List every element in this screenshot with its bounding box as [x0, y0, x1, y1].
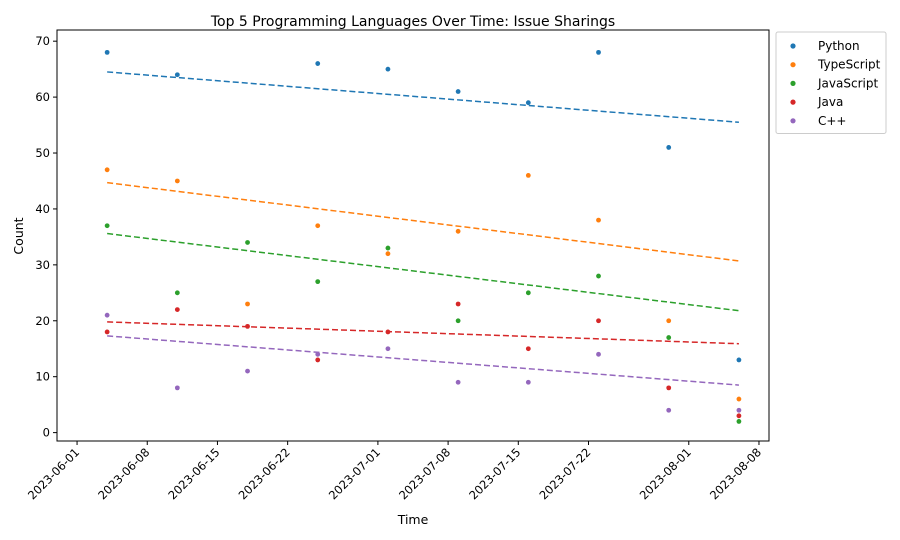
data-point-typescript: [666, 318, 672, 324]
data-point-cpp: [736, 407, 742, 413]
data-point-java: [736, 413, 742, 419]
data-point-java: [666, 385, 672, 391]
legend-marker-python: [790, 43, 796, 49]
y-tick-label: 60: [35, 90, 50, 104]
data-point-python: [596, 49, 601, 55]
chart-title: Top 5 Programming Languages Over Time: I…: [210, 14, 615, 30]
x-tick-label: 2023-06-15: [165, 445, 222, 502]
y-tick-label: 50: [35, 146, 50, 160]
data-point-typescript: [525, 172, 531, 178]
x-tick-label: 2023-07-08: [396, 445, 453, 502]
legend-label-typescript: TypeScript: [817, 58, 881, 72]
x-axis-label: Time: [397, 512, 429, 527]
legend-marker-cpp: [790, 118, 796, 124]
data-point-typescript: [174, 178, 180, 184]
data-point-cpp: [104, 312, 110, 318]
data-point-cpp: [525, 379, 531, 385]
x-tick-label: 2023-07-01: [326, 445, 383, 502]
y-tick-label: 70: [35, 34, 50, 48]
data-point-python: [455, 89, 461, 94]
data-point-typescript: [245, 301, 250, 307]
data-point-javascript: [666, 335, 672, 340]
legend-marker-java: [790, 99, 796, 105]
trend-line-typescript: [107, 181, 740, 262]
data-point-cpp: [666, 407, 672, 413]
data-point-typescript: [596, 217, 601, 223]
trend-line-java: [107, 321, 739, 345]
data-point-typescript: [736, 396, 742, 402]
data-point-cpp: [455, 379, 461, 385]
trend-line-python: [107, 71, 739, 124]
data-point-python: [315, 61, 321, 66]
legend-label-cpp: C++: [818, 114, 847, 128]
y-tick-label: 10: [35, 370, 50, 384]
x-tick-label: 2023-08-08: [707, 445, 764, 502]
legend-box: [775, 31, 887, 134]
x-tick-label: 2023-06-01: [25, 445, 82, 502]
x-tick-label: 2023-06-08: [95, 445, 152, 502]
data-point-cpp: [174, 385, 180, 391]
data-point-typescript: [385, 251, 391, 257]
trend-line-cpp: [107, 335, 739, 386]
data-point-java: [596, 318, 601, 324]
data-point-java: [455, 301, 461, 307]
x-tick-label: 2023-07-22: [536, 445, 593, 502]
data-point-typescript: [455, 228, 461, 234]
plot-frame: [56, 29, 770, 442]
data-point-java: [174, 307, 180, 312]
data-point-python: [736, 357, 742, 363]
data-point-javascript: [455, 318, 461, 324]
legend-label-java: Java: [817, 95, 843, 109]
data-point-java: [245, 323, 250, 329]
data-point-javascript: [174, 290, 180, 296]
data-point-cpp: [315, 351, 321, 357]
x-tick-label: 2023-07-15: [466, 445, 523, 502]
y-tick-label: 20: [35, 314, 50, 328]
trend-line-javascript: [107, 232, 740, 312]
legend-marker-typescript: [790, 62, 796, 68]
data-point-typescript: [315, 223, 321, 229]
legend-label-javascript: JavaScript: [817, 76, 878, 90]
x-tick-label: 2023-06-22: [236, 445, 293, 502]
legend-marker-javascript: [790, 80, 796, 86]
data-point-python: [385, 66, 391, 72]
legend: Python TypeScript JavaScript Java C++: [775, 31, 887, 134]
y-tick-label: 30: [35, 258, 50, 272]
data-point-typescript: [104, 167, 110, 173]
data-point-python: [525, 100, 531, 106]
data-point-javascript: [385, 245, 391, 251]
data-point-python: [104, 49, 110, 55]
data-point-python: [174, 72, 180, 78]
data-point-python: [666, 145, 672, 150]
data-point-javascript: [525, 290, 531, 296]
legend-label-python: Python: [818, 39, 860, 53]
y-tick-label: 40: [35, 202, 50, 216]
data-point-java: [315, 357, 321, 363]
y-tick-label: 0: [43, 426, 50, 440]
data-point-javascript: [104, 223, 110, 229]
data-point-java: [525, 346, 531, 352]
data-point-javascript: [245, 240, 250, 245]
data-point-javascript: [596, 273, 601, 279]
data-point-java: [385, 329, 391, 335]
data-point-cpp: [596, 351, 601, 357]
data-point-cpp: [385, 346, 391, 352]
data-point-javascript: [315, 279, 321, 285]
data-point-cpp: [245, 368, 250, 374]
data-point-javascript: [736, 419, 742, 424]
x-tick-label: 2023-08-01: [637, 445, 694, 502]
y-axis-label: Count: [11, 217, 26, 254]
data-point-java: [104, 329, 110, 335]
